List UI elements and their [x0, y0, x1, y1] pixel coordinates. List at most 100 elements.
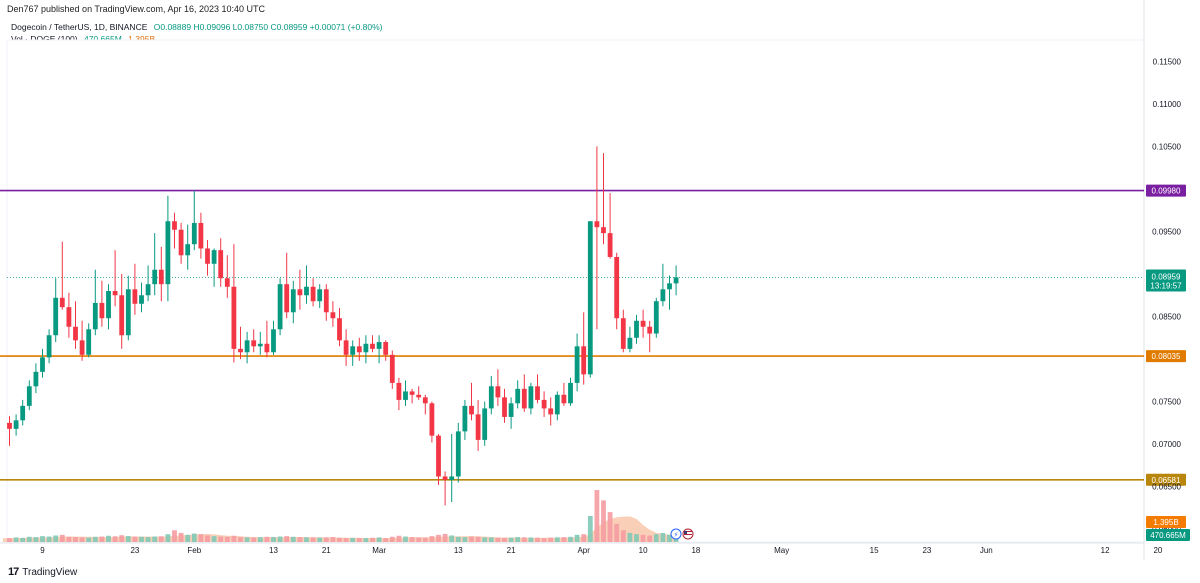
volume-bar: [574, 534, 580, 542]
x-tick-label: 23: [130, 546, 139, 555]
volume-bar: [191, 533, 197, 542]
volume-bar: [356, 537, 362, 542]
volume-bar: [251, 537, 257, 542]
publisher-header: Den767 published on TradingView.com, Apr…: [7, 4, 266, 14]
volume-bar: [73, 537, 78, 542]
candle-body: [191, 222, 197, 245]
volume-bar: [139, 536, 144, 542]
volume-bar: [132, 536, 138, 542]
candle-body: [125, 289, 131, 336]
x-tick-label: Feb: [187, 546, 201, 555]
x-tick-label: 21: [322, 546, 331, 555]
volume-bar: [521, 537, 527, 542]
volume-bar: [581, 534, 587, 542]
candle-body: [310, 286, 316, 302]
volume-bar: [350, 537, 356, 542]
x-tick-label: 18: [691, 546, 700, 555]
volume-label[interactable]: Vol · DOGE (100): [11, 34, 78, 44]
candle-body: [502, 397, 507, 417]
volume-bar: [158, 536, 164, 542]
y-tick-label: 0.10500: [1152, 142, 1181, 151]
volume-ratio-axis-label: 1.395B: [1153, 518, 1178, 527]
level-price-tag: [1146, 184, 1186, 197]
volume-bar: [587, 516, 593, 542]
volume-bar: [627, 532, 633, 542]
volume-bar: [92, 536, 98, 542]
y-tick-label: 0.08500: [1152, 313, 1181, 322]
candle-body: [106, 291, 111, 319]
volume-bar: [508, 537, 514, 542]
volume-ratio-tag: [1146, 516, 1186, 528]
level-price-tag: [1146, 350, 1186, 363]
candle-body: [20, 405, 26, 421]
volume-bar: [99, 536, 105, 542]
volume-bar: [53, 535, 59, 542]
candle-body: [647, 326, 653, 334]
volume-bar: [244, 537, 250, 542]
candle-body: [475, 414, 481, 440]
us-flag-canton: [684, 531, 687, 534]
candle-body: [561, 394, 567, 404]
brand-name: TradingView: [22, 566, 78, 578]
volume-bar: [363, 538, 369, 542]
candle-body: [139, 295, 144, 304]
candle-body: [145, 284, 151, 296]
candle-body: [92, 302, 98, 330]
volume-bar: [33, 537, 39, 542]
candle-body: [13, 420, 19, 429]
candle-body: [73, 326, 78, 341]
y-tick-label: 0.09500: [1152, 227, 1181, 236]
volume-bar: [165, 534, 171, 542]
candle-body: [271, 329, 276, 353]
candle-body: [257, 343, 263, 347]
volume-bar: [264, 536, 270, 542]
volume-bar: [106, 535, 111, 542]
volume-bar: [554, 537, 560, 542]
volume-bar: [568, 536, 573, 542]
candle-body: [218, 250, 224, 279]
volume-bar: [548, 537, 554, 542]
volume-value-axis-label: 470.665M: [1150, 531, 1186, 540]
volume-bar: [145, 537, 151, 542]
candle-body: [403, 391, 408, 400]
volume-bar: [634, 534, 639, 542]
volume-bar: [449, 535, 455, 542]
candle-body: [231, 286, 237, 349]
candle-body: [211, 250, 217, 264]
x-tick-label: 15: [870, 546, 879, 555]
volume-bar: [403, 536, 408, 542]
candle-body: [422, 397, 428, 404]
volume-bar: [409, 537, 415, 542]
candle-body: [158, 269, 164, 285]
candle-body: [528, 386, 534, 409]
candle-body: [317, 289, 323, 302]
volume-bar: [86, 537, 92, 542]
volume-bar: [119, 535, 125, 542]
volume-bar: [257, 537, 263, 542]
volume-value: 470.665M: [83, 34, 122, 44]
x-tick-label: 12: [1101, 546, 1110, 555]
volume-bar: [488, 537, 494, 542]
candle-body: [535, 386, 540, 400]
volume-bar: [389, 536, 395, 542]
candle-body: [568, 382, 573, 404]
volume-bar: [515, 537, 521, 542]
candle-body: [469, 405, 474, 415]
volume-bar: [620, 530, 626, 542]
volume-bar: [653, 534, 659, 542]
candle-body: [112, 291, 118, 296]
symbol-name[interactable]: Dogecoin / TetherUS, 1D, BINANCE: [11, 22, 148, 32]
volume-bar: [337, 537, 342, 542]
volume-bar: [561, 537, 567, 542]
level-price-tag: [1146, 473, 1186, 486]
candle-body: [185, 244, 191, 256]
candle-body: [363, 343, 369, 353]
candle-body: [488, 386, 494, 409]
candle-body: [290, 289, 296, 313]
level-price-label: 0.06581: [1152, 476, 1181, 485]
ohlc-values: O0.08889 H0.09096 L0.08750 C0.08959 +0.0…: [153, 22, 383, 32]
candle-body: [343, 340, 349, 355]
y-tick-label: 0.06500: [1152, 483, 1181, 492]
tradingview-logo-icon: 17: [8, 566, 19, 578]
